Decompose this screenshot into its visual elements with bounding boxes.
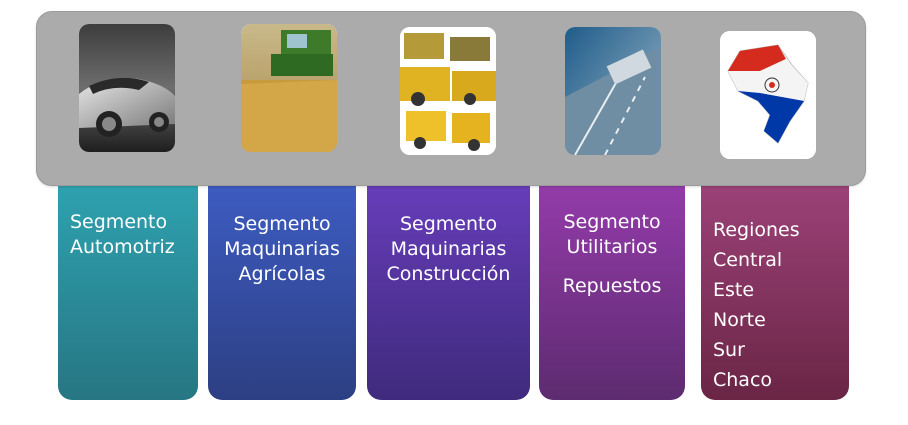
region-item: Este bbox=[713, 279, 755, 301]
region-item: Norte bbox=[713, 309, 766, 331]
column-agricolas-label: Segmento Maquinarias Agrícolas bbox=[224, 213, 340, 285]
construction-machinery-photo-icon bbox=[400, 27, 496, 155]
region-item: Chaco bbox=[713, 369, 773, 391]
regiones-heading: Regiones bbox=[713, 219, 800, 241]
column-regiones-list: Regiones Central Este Norte Sur Chaco bbox=[713, 215, 800, 395]
column-regiones: Regiones Central Este Norte Sur Chaco bbox=[701, 160, 849, 400]
region-item: Sur bbox=[713, 339, 745, 361]
column-agricolas: Segmento Maquinarias Agrícolas bbox=[208, 160, 356, 400]
column-automotriz: Segmento Automotriz bbox=[58, 160, 198, 400]
highway-truck-photo-icon bbox=[565, 27, 661, 155]
region-item: Central bbox=[713, 249, 783, 271]
column-utilitarios: Segmento Utilitarios Repuestos bbox=[539, 160, 685, 400]
car-photo-icon bbox=[79, 24, 175, 152]
column-construccion-label: Segmento Maquinarias Construcción bbox=[386, 213, 511, 285]
combine-harvester-photo-icon bbox=[241, 24, 337, 152]
column-automotriz-label: Segmento Automotriz bbox=[70, 211, 175, 258]
column-repuestos-label: Repuestos bbox=[562, 275, 662, 297]
paraguay-map-flag-icon bbox=[720, 31, 816, 159]
column-utilitarios-label: Segmento Utilitarios bbox=[563, 211, 661, 258]
column-construccion: Segmento Maquinarias Construcción bbox=[367, 160, 530, 400]
